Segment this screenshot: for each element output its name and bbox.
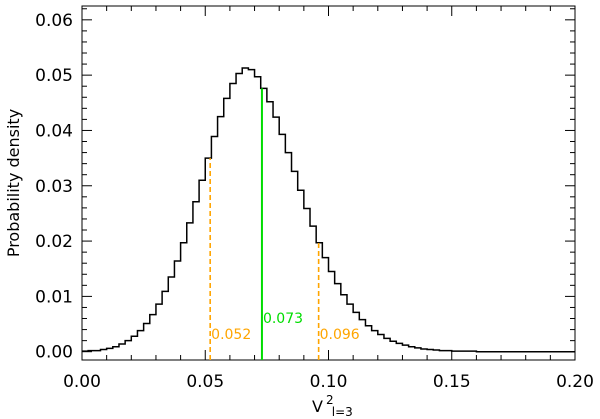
marker-label: 0.073 bbox=[263, 311, 303, 327]
x-axis-title-subscript: l=3 bbox=[332, 405, 353, 419]
x-tick-label: 0.05 bbox=[186, 372, 224, 392]
histogram-step-line bbox=[82, 67, 575, 353]
tick-labels: 0.00 0.05 0.10 0.15 0.20 0.00 0.01 0.02 0.03 0.04… bbox=[35, 11, 594, 392]
x-axis-title-superscript: 2 bbox=[326, 393, 334, 407]
y-axis-title: Probability density bbox=[4, 109, 23, 257]
marker-label: 0.096 bbox=[320, 327, 360, 343]
y-tick-label: 0.03 bbox=[35, 177, 73, 197]
y-tick-label: 0.02 bbox=[35, 232, 73, 252]
axis-ticks bbox=[81, 6, 576, 360]
y-tick-label: 0.04 bbox=[35, 121, 73, 141]
x-axis-title-base: V bbox=[312, 397, 323, 416]
y-tick-label: 0.05 bbox=[35, 66, 73, 86]
marker-label: 0.052 bbox=[211, 327, 251, 343]
x-tick-label: 0.20 bbox=[556, 372, 594, 392]
marker-lines: 0.052 0.073 0.096 bbox=[209, 88, 360, 360]
y-tick-label: 0.00 bbox=[35, 343, 73, 363]
y-tick-label: 0.06 bbox=[35, 11, 73, 31]
x-axis-title: V 2 l=3 bbox=[312, 389, 353, 419]
x-tick-label: 0.10 bbox=[310, 372, 348, 392]
x-tick-label: 0.00 bbox=[63, 372, 101, 392]
x-tick-label: 0.15 bbox=[433, 372, 471, 392]
y-tick-label: 0.01 bbox=[35, 287, 73, 307]
